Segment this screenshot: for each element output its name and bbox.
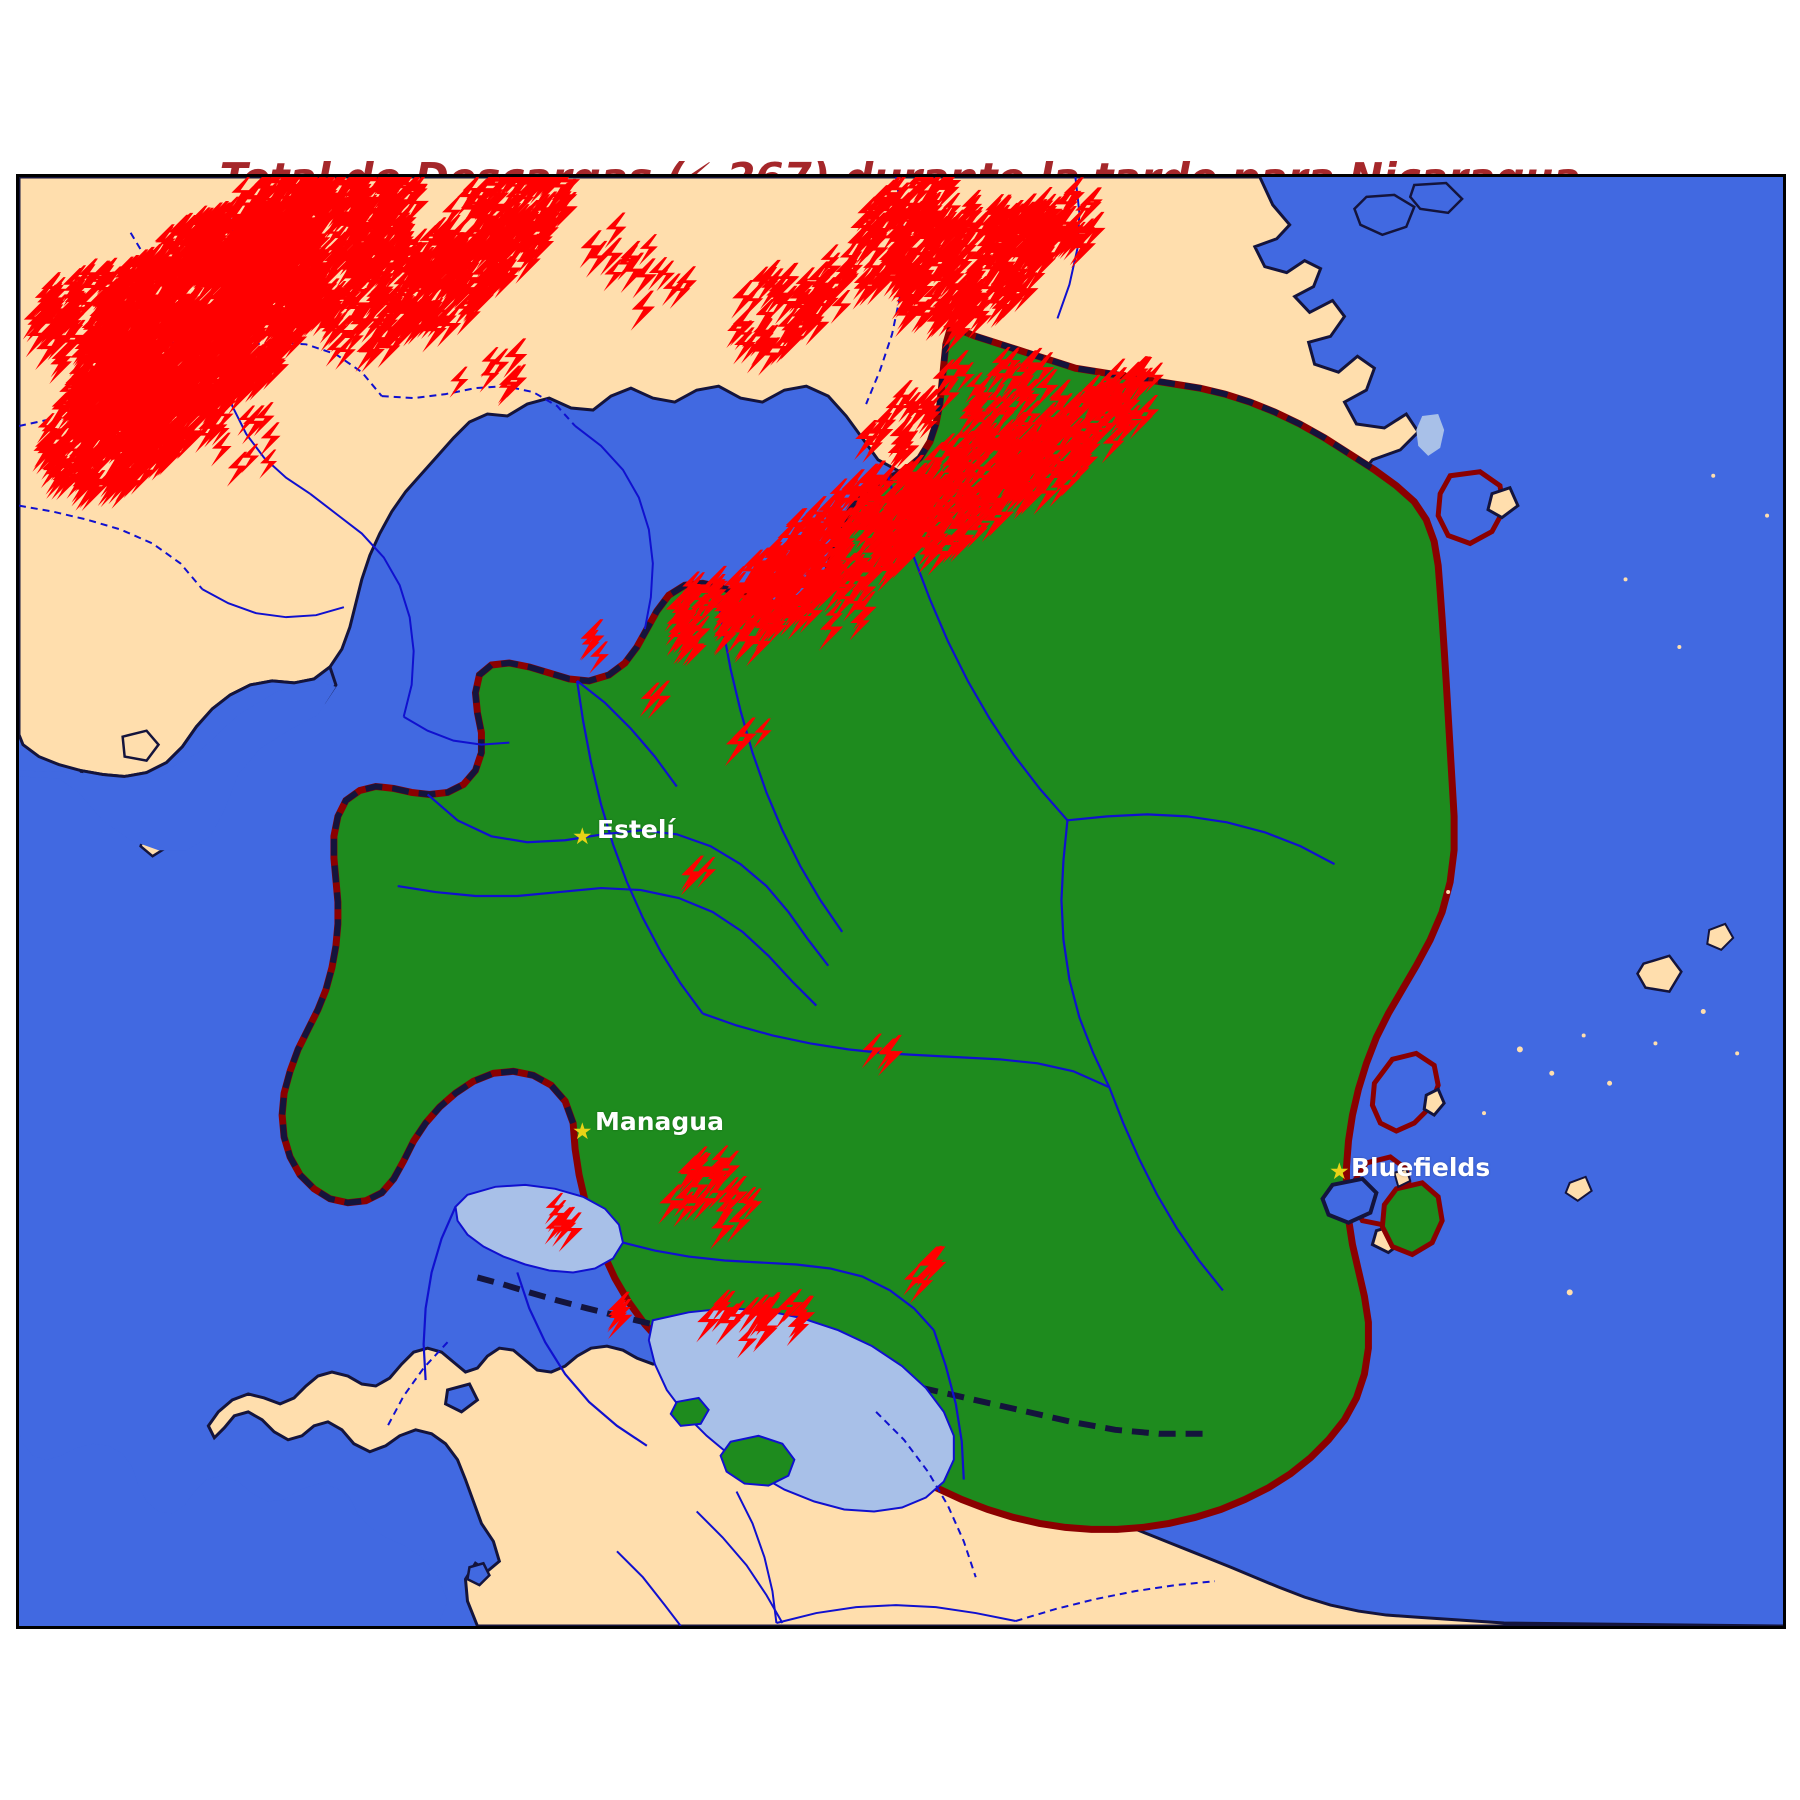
caribbean-cays-layer	[1393, 473, 1770, 1296]
map-graphic	[19, 177, 1783, 1626]
nicaragua-country	[278, 321, 1520, 1533]
admin-borders-layer	[397, 475, 1336, 1480]
pacific-ocean-layer	[19, 680, 448, 1626]
neighbor-admin-borders-layer	[19, 177, 1216, 1626]
lake-managua	[454, 1183, 625, 1274]
map-canvas[interactable]: ★ Estelí ★ Managua ★ Bluefields	[16, 174, 1786, 1629]
